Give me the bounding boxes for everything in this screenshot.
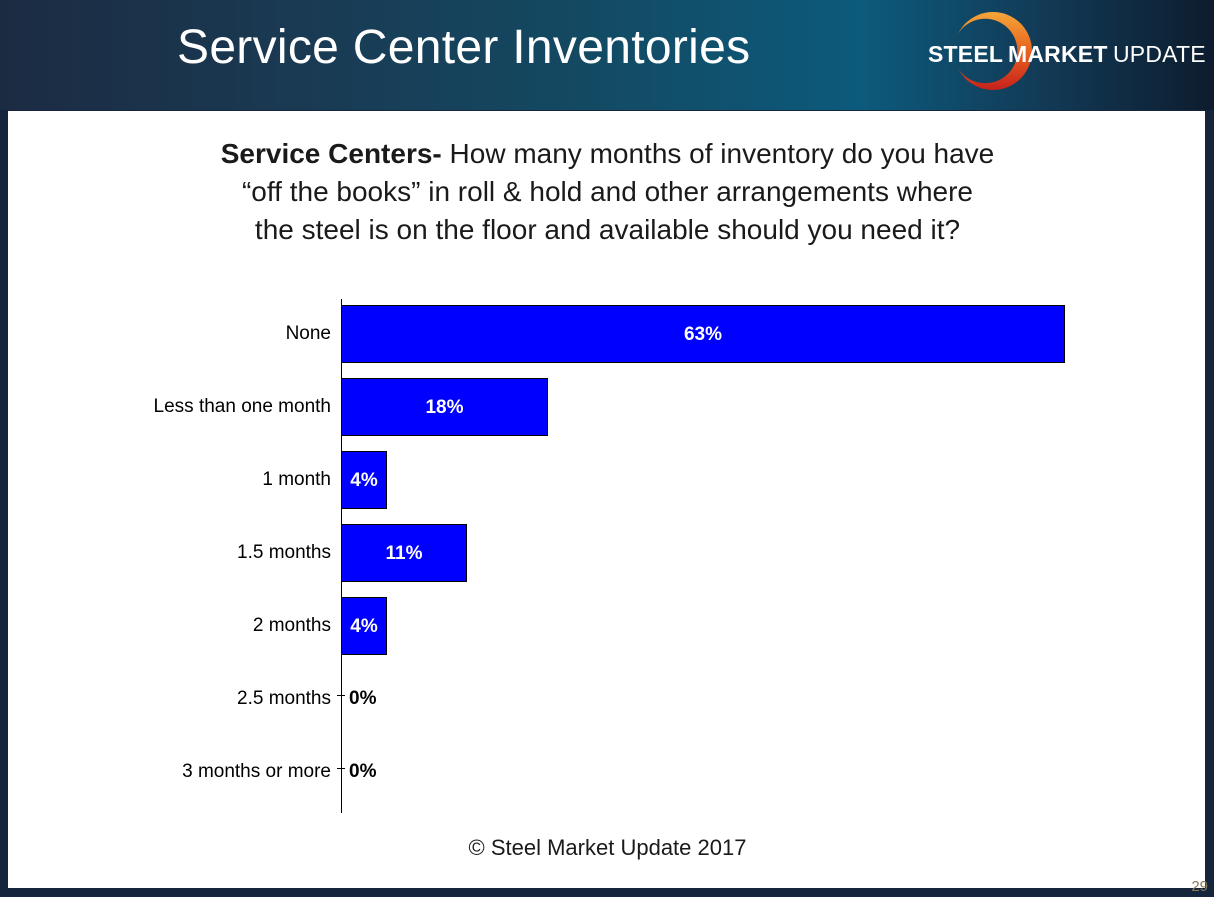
svg-text:MARKET: MARKET (1008, 41, 1108, 67)
svg-text:STEEL: STEEL (928, 41, 1003, 67)
svg-text:UPDATE: UPDATE (1113, 41, 1206, 67)
